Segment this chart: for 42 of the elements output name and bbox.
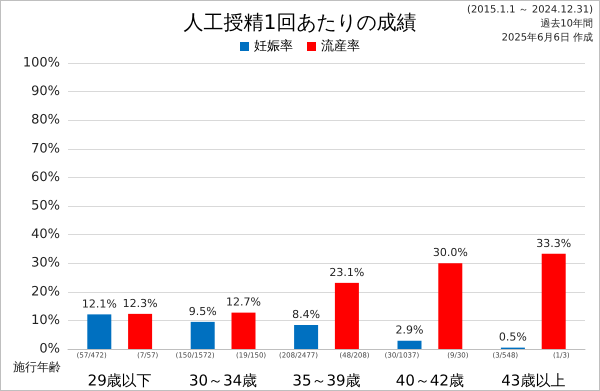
bar <box>294 324 318 349</box>
text: (2015.1.1 ～ 2024.12.31) <box>467 4 594 16</box>
x-tick-label: 29歳以下 <box>88 372 152 390</box>
bar <box>232 312 256 349</box>
y-tick-label: 90% <box>31 84 60 100</box>
data-label: 2.9% <box>396 324 424 337</box>
data-label: 30.0% <box>432 246 468 260</box>
y-tick-label: 60% <box>31 170 60 185</box>
x-tick-label: 40～42歳 <box>396 372 464 390</box>
data-label: 0.5% <box>498 330 527 344</box>
data-label: 8.4% <box>292 308 320 321</box>
bar <box>190 322 215 349</box>
y-tick-label: 30% <box>31 256 60 271</box>
data-label: 12.7% <box>226 296 261 309</box>
data-label: 9.5% <box>188 304 217 318</box>
y-tick-label: 100% <box>22 56 60 70</box>
data-label: 23.1% <box>329 266 364 279</box>
y-tick-label: 40% <box>31 227 60 242</box>
bar <box>542 254 566 349</box>
bar <box>398 340 422 349</box>
x-tick-label: 43歳以上 <box>501 372 566 390</box>
x-tick-label: 35～39歳 <box>292 372 361 390</box>
bar <box>438 263 462 349</box>
bar <box>128 314 152 349</box>
x-axis-title: 施行年齢 <box>13 360 61 374</box>
text: 過去10年間 <box>540 18 593 30</box>
legend-label: 流産率 <box>321 38 360 54</box>
chart-title: 人工授精1回あたりの成績 <box>184 10 416 34</box>
y-tick-label: 70% <box>31 141 60 156</box>
y-tick-label: 80% <box>31 112 60 128</box>
data-label: 12.1% <box>82 297 117 310</box>
data-label: 33.3% <box>536 236 572 250</box>
y-tick-label: 10% <box>31 312 60 328</box>
legend-label: 妊娠率 <box>254 38 293 54</box>
text: 2025年6月6日 作成 <box>502 32 593 44</box>
y-tick-label: 50% <box>31 198 60 214</box>
y-tick-label: 0% <box>39 342 60 356</box>
bar <box>334 282 359 349</box>
y-tick-label: 20% <box>31 284 60 300</box>
data-label: 12.3% <box>122 296 158 310</box>
x-tick-label: 30～34歳 <box>189 372 258 390</box>
bar <box>87 314 112 349</box>
